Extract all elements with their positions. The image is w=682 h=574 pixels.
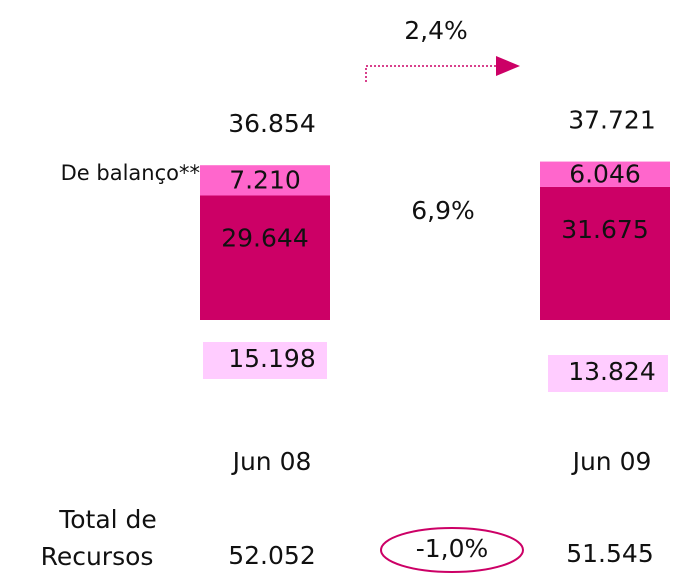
- box-value-label: 13.824: [568, 357, 655, 386]
- total-value-label: 36.854: [228, 109, 315, 138]
- total-value-label: 37.721: [568, 106, 655, 135]
- box-value-label: 15.198: [228, 344, 315, 373]
- bar-value-label: 6.046: [569, 159, 641, 188]
- bar-value-label: 7.210: [229, 165, 301, 194]
- mix-change-label: 6,9%: [411, 196, 475, 225]
- bar-segment: [200, 195, 330, 320]
- growth-label: 2,4%: [404, 16, 468, 45]
- bar-segment: [200, 165, 330, 196]
- x-tick-label: Jun 09: [571, 447, 652, 476]
- bar-value-label: 31.675: [561, 215, 648, 244]
- total-label: Recursos: [41, 542, 154, 571]
- growth-arrow-line: [365, 65, 498, 82]
- growth-arrow-head: [496, 56, 520, 76]
- total-label: Total de: [58, 505, 157, 534]
- segment-label: De balanço**: [61, 161, 200, 185]
- total-change-label: -1,0%: [416, 534, 489, 563]
- total-resources-value: 51.545: [566, 539, 653, 568]
- bar-segment: [540, 186, 670, 320]
- change-ellipse: [380, 527, 524, 573]
- bar-segment: [540, 161, 670, 187]
- value-box: [548, 355, 668, 392]
- value-box: [203, 342, 327, 379]
- bar-value-label: 29.644: [221, 223, 308, 252]
- total-resources-value: 52.052: [228, 541, 315, 570]
- x-tick-label: Jun 08: [231, 447, 312, 476]
